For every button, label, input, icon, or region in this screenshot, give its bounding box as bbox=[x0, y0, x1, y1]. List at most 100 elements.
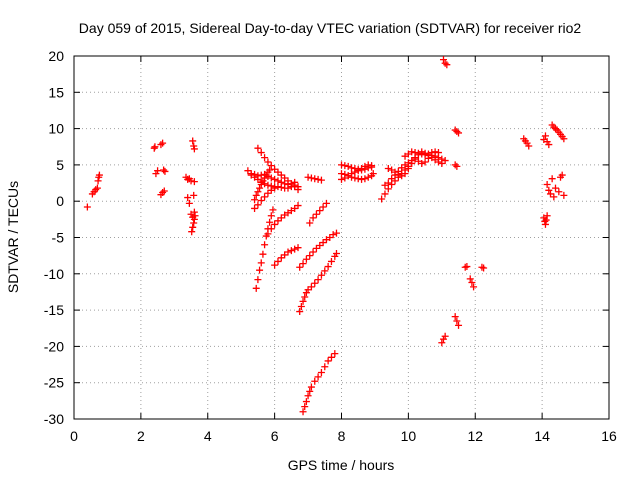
data-point bbox=[321, 267, 329, 275]
y-tick-label: 10 bbox=[48, 121, 64, 137]
data-point bbox=[256, 184, 264, 192]
y-tick-label: 0 bbox=[56, 193, 64, 209]
data-point bbox=[291, 245, 299, 253]
data-point bbox=[408, 148, 416, 156]
data-point bbox=[480, 264, 488, 272]
data-point bbox=[157, 141, 165, 149]
data-point bbox=[261, 180, 269, 188]
data-point bbox=[269, 206, 277, 214]
data-point bbox=[254, 201, 262, 209]
y-tick-label: -20 bbox=[44, 338, 64, 354]
data-point bbox=[271, 184, 279, 192]
data-point bbox=[314, 276, 322, 284]
data-point bbox=[274, 257, 282, 265]
data-point bbox=[368, 162, 376, 170]
data-point bbox=[254, 172, 262, 180]
data-point bbox=[421, 151, 429, 159]
data-point bbox=[541, 220, 549, 228]
data-point bbox=[257, 149, 265, 157]
data-point bbox=[332, 229, 340, 237]
data-point bbox=[322, 199, 330, 207]
data-point bbox=[418, 150, 426, 158]
data-point bbox=[304, 173, 312, 181]
data-point bbox=[307, 383, 315, 391]
data-point bbox=[431, 148, 439, 156]
data-point bbox=[418, 159, 426, 167]
data-point bbox=[83, 203, 91, 211]
data-point bbox=[341, 162, 349, 170]
data-point bbox=[190, 219, 198, 227]
data-point bbox=[264, 173, 272, 181]
data-point bbox=[189, 223, 197, 231]
data-point bbox=[311, 279, 319, 287]
data-point bbox=[384, 165, 392, 173]
data-point bbox=[251, 204, 259, 212]
data-point bbox=[296, 263, 304, 271]
data-point bbox=[545, 186, 553, 194]
data-point bbox=[354, 165, 362, 173]
data-point bbox=[299, 408, 307, 416]
data-point bbox=[317, 271, 325, 279]
data-point bbox=[408, 159, 416, 167]
data-point bbox=[287, 180, 295, 188]
data-point bbox=[369, 170, 377, 178]
data-point bbox=[555, 188, 563, 196]
data-point bbox=[257, 178, 265, 186]
data-point bbox=[434, 149, 442, 157]
data-point bbox=[478, 263, 486, 271]
y-tick-label: -15 bbox=[44, 302, 64, 318]
data-point bbox=[252, 191, 260, 199]
data-point bbox=[388, 175, 396, 183]
data-point bbox=[266, 166, 274, 174]
data-point bbox=[411, 149, 419, 157]
data-point bbox=[441, 332, 449, 340]
data-point bbox=[266, 218, 274, 226]
data-point bbox=[95, 171, 103, 179]
data-point bbox=[438, 339, 446, 347]
data-point bbox=[324, 263, 332, 271]
data-point bbox=[314, 175, 322, 183]
data-point bbox=[361, 162, 369, 170]
data-point bbox=[421, 158, 429, 166]
data-point bbox=[550, 193, 558, 201]
data-point bbox=[189, 137, 197, 145]
data-point bbox=[277, 178, 285, 186]
data-point bbox=[309, 248, 317, 256]
data-point bbox=[299, 297, 307, 305]
y-tick-label: -25 bbox=[44, 375, 64, 391]
data-point bbox=[261, 241, 269, 249]
data-point bbox=[348, 173, 356, 181]
data-point bbox=[261, 193, 269, 201]
y-tick-label: -30 bbox=[44, 411, 64, 427]
data-point bbox=[316, 207, 324, 215]
data-point bbox=[319, 203, 327, 211]
data-point bbox=[451, 161, 459, 169]
data-point bbox=[251, 196, 259, 204]
data-point bbox=[424, 150, 432, 158]
data-point bbox=[254, 144, 262, 152]
y-tick-label: 5 bbox=[56, 157, 64, 173]
data-point bbox=[271, 175, 279, 183]
x-tick-label: 6 bbox=[271, 428, 279, 444]
data-point bbox=[543, 212, 551, 220]
data-point bbox=[542, 216, 550, 224]
data-point bbox=[344, 162, 352, 170]
data-point bbox=[257, 259, 265, 267]
data-point bbox=[455, 129, 463, 137]
data-point bbox=[267, 162, 275, 170]
data-point bbox=[312, 210, 320, 218]
data-point bbox=[154, 167, 162, 175]
data-point bbox=[306, 387, 314, 395]
data-point bbox=[461, 263, 469, 271]
data-point bbox=[271, 220, 279, 228]
data-point bbox=[441, 157, 449, 165]
data-point bbox=[190, 215, 198, 223]
data-point bbox=[560, 135, 568, 143]
data-point bbox=[525, 142, 533, 150]
data-point bbox=[394, 170, 402, 178]
data-point bbox=[338, 161, 345, 169]
data-point bbox=[364, 161, 372, 169]
data-point bbox=[296, 308, 304, 316]
data-point bbox=[455, 321, 463, 329]
data-point bbox=[307, 174, 315, 182]
